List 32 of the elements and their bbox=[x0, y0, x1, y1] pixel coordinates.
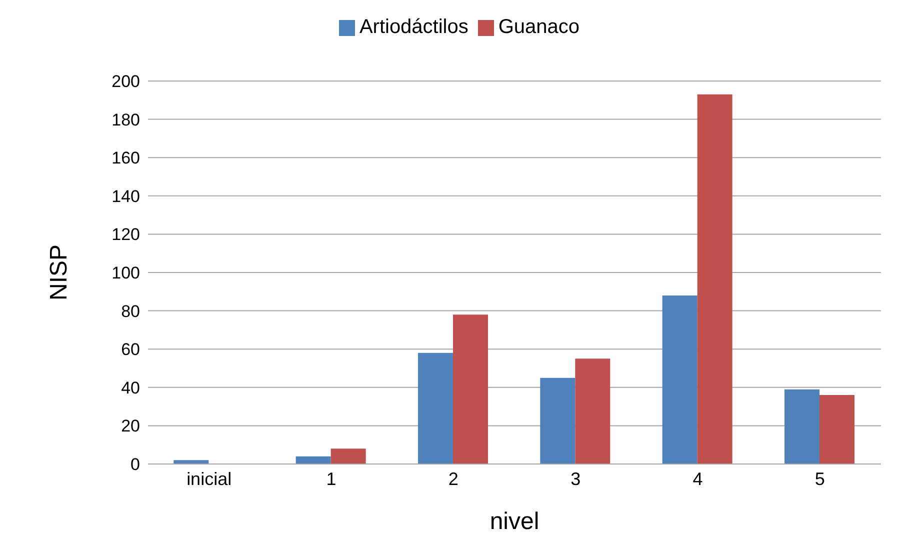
bar bbox=[697, 94, 732, 464]
y-tick-label: 60 bbox=[121, 340, 140, 360]
bar bbox=[575, 358, 610, 464]
bar bbox=[819, 395, 854, 464]
bar bbox=[174, 460, 209, 464]
y-tick-label: 40 bbox=[121, 378, 140, 398]
y-axis-title: NISP bbox=[46, 244, 73, 301]
bar bbox=[452, 314, 488, 464]
bar bbox=[330, 448, 366, 464]
x-tick-label: 4 bbox=[692, 468, 703, 489]
bar bbox=[662, 295, 698, 464]
bar bbox=[540, 378, 576, 464]
y-tick-label: 140 bbox=[112, 186, 140, 206]
legend-label: Guanaco bbox=[498, 16, 580, 38]
y-tick-label: 160 bbox=[112, 148, 140, 168]
y-tick-label: 180 bbox=[112, 110, 140, 130]
x-tick-label: 2 bbox=[448, 468, 458, 489]
x-tick-label: 5 bbox=[814, 468, 825, 489]
x-axis-title: nivel bbox=[490, 508, 540, 535]
x-tick-label: 1 bbox=[326, 468, 336, 489]
y-tick-label: 100 bbox=[112, 264, 140, 283]
y-tick-label: 20 bbox=[121, 416, 140, 436]
x-tick-label: inicial bbox=[186, 468, 232, 489]
bar bbox=[784, 389, 820, 464]
y-tick-label: 200 bbox=[112, 72, 140, 92]
y-tick-label: 120 bbox=[112, 225, 140, 244]
y-tick-label: 80 bbox=[121, 302, 140, 321]
bar bbox=[418, 352, 453, 464]
legend-label: Artiodáctilos bbox=[359, 16, 468, 38]
x-tick-label: 3 bbox=[570, 468, 581, 489]
bar bbox=[296, 456, 331, 464]
y-tick-label: 0 bbox=[130, 455, 140, 474]
